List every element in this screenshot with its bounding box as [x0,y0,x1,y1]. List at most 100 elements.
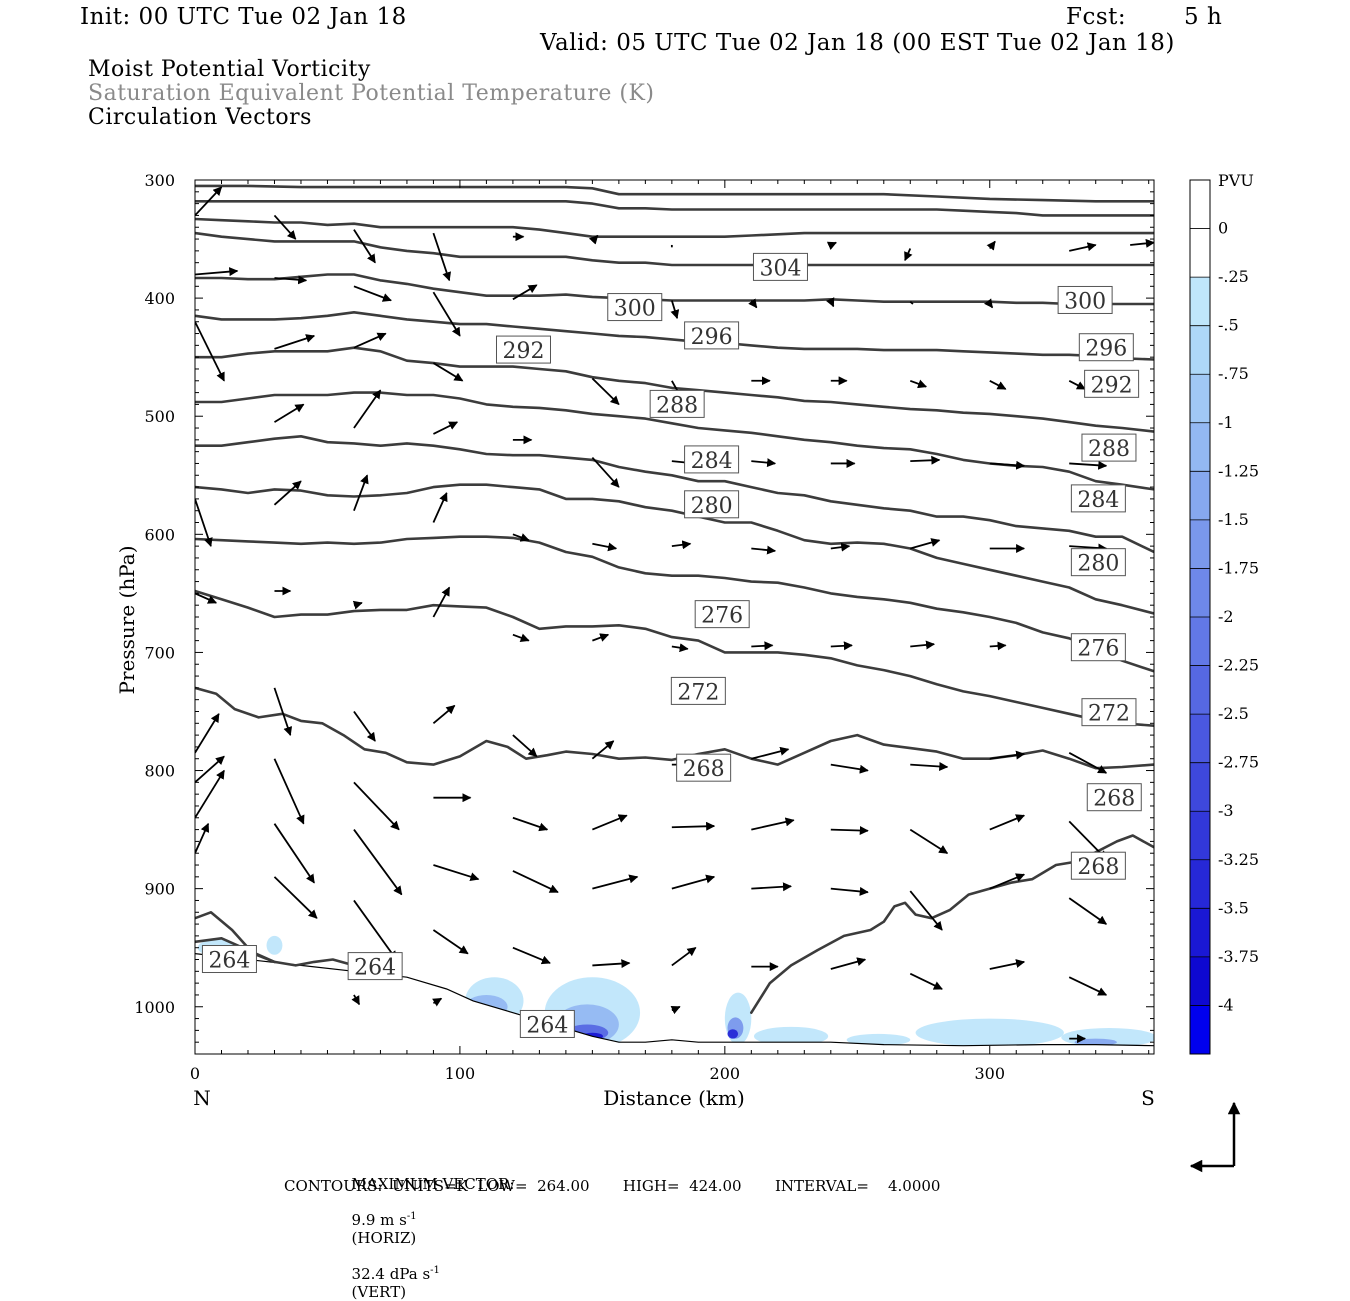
colorbar-label-1: -.25 [1218,267,1249,286]
contour-276-5 [195,535,1154,673]
vector-20 [826,297,835,308]
colorbar-cell-13 [1190,811,1210,860]
vector-104 [1068,897,1108,925]
contour-label-4: 268 [1093,787,1135,812]
colorbar-label-2: -.5 [1218,316,1239,335]
vector-26 [432,362,464,382]
vector-97 [512,870,559,894]
vector-8 [826,241,837,251]
contour-label-box-22 [752,252,808,281]
contour-label-1: 264 [354,956,396,981]
vector-71 [353,710,376,742]
contours-info: CONTOURS: UNITS=K LOW= 264.00 HIGH= 424.… [284,1177,941,1195]
contour-label-box-9 [1070,633,1126,662]
init-time: Init: 00 UTC Tue 02 Jan 18 [80,4,407,30]
contour-label-21: 300 [1064,289,1106,314]
contour-label-box-7 [1081,698,1137,727]
vector-31 [909,379,928,389]
vector-54 [830,542,851,552]
y-tick-label-700: 700 [144,643,175,662]
vector-1 [273,214,297,240]
colorbar-cell-14 [1190,859,1210,909]
contour-label-5: 268 [1077,855,1119,880]
contour-label-20: 300 [614,297,656,322]
field-circulation: Circulation Vectors [88,105,312,130]
field-theta-es: Saturation Equivalent Potential Temperat… [88,81,655,106]
vector-100 [751,882,792,892]
contour-316-15 [195,184,1154,203]
vector-108 [432,929,469,955]
x-tick-label-200: 200 [710,1064,741,1083]
colorbar-label-7: -1.75 [1218,558,1259,577]
vector-103 [989,873,1026,890]
colorbar-cell-12 [1190,762,1210,812]
colorbar-cell-2 [1190,277,1210,326]
colorbar-label-10: -2.5 [1218,704,1249,723]
pv-blob-14 [915,1018,1064,1047]
vector-113 [830,957,867,970]
contour-label-22: 304 [759,256,801,281]
colorbar-cell-9 [1190,617,1210,666]
contour-label-box-3 [676,753,732,782]
vector-99 [671,874,716,890]
contour-280-6 [195,483,1154,615]
vector-51 [592,542,618,552]
contour-label-box-8 [694,600,750,629]
vector-79 [989,750,1026,760]
vector-55 [910,538,941,550]
contour-label-box-14 [649,389,705,418]
vector-118 [432,997,443,1007]
contour-label-2: 264 [526,1013,568,1038]
vector-64 [671,643,689,653]
vector-10 [986,240,996,251]
vector-53 [751,545,777,555]
vector-80 [1068,752,1108,774]
y-tick-label-1000: 1000 [134,998,175,1017]
x-axis-title: Distance (km) [603,1086,745,1110]
contour-304-12 [195,231,1154,267]
pv-blob-13 [846,1033,911,1046]
contour-label-17: 292 [1091,373,1133,398]
vector-41 [751,458,777,468]
contour-label-18: 296 [691,325,733,350]
vector-87 [671,821,716,831]
vector-36 [353,389,382,429]
colorbar-cell-3 [1190,325,1210,375]
terrain-mask [195,953,1154,1054]
vector-88 [751,817,795,831]
vector-60 [352,600,363,610]
contour-label-box-15 [1081,433,1137,462]
vector-44 [989,460,1026,470]
vector-105 [195,769,225,819]
vector-82 [273,758,305,825]
colorbar-label-5: -1.25 [1218,461,1259,480]
vector-107 [353,899,398,961]
vector-0 [195,186,223,217]
max-vert-unit: (VERT) [351,1283,407,1301]
contour-label-box-2 [519,1009,575,1038]
contour-label-box-6 [670,676,726,705]
colorbar-label-3: -.75 [1218,364,1249,383]
contour-296-10 [195,310,1154,361]
vector-96 [433,864,480,882]
pv-blob-12 [753,1026,829,1046]
contour-308-13 [195,217,1154,238]
colorbar-label-12: -3 [1218,801,1234,820]
contour-label-box-20 [607,293,663,322]
colorbar-unit: PVU [1218,171,1254,190]
vector-63 [592,633,610,642]
vector-81 [195,755,225,784]
max-vert-exp: -1 [430,1265,440,1276]
vector-74 [591,740,615,760]
vector-24 [274,334,316,350]
axes: 300 400 500 600 700 800 900 1000 0 100 200 300 [134,171,1154,1083]
x-tick-label-100: 100 [445,1064,476,1083]
contour-label-box-17 [1084,369,1140,398]
vector-13 [195,267,239,277]
colorbar-label-6: -1.5 [1218,510,1249,529]
max-vert-value: 32.4 dPa s [351,1265,431,1283]
vector-116 [1068,976,1108,996]
contour-label-box-10 [684,490,740,519]
max-horiz-unit: (HORIZ) [351,1229,417,1247]
reference-vector-icon [1189,1101,1241,1173]
